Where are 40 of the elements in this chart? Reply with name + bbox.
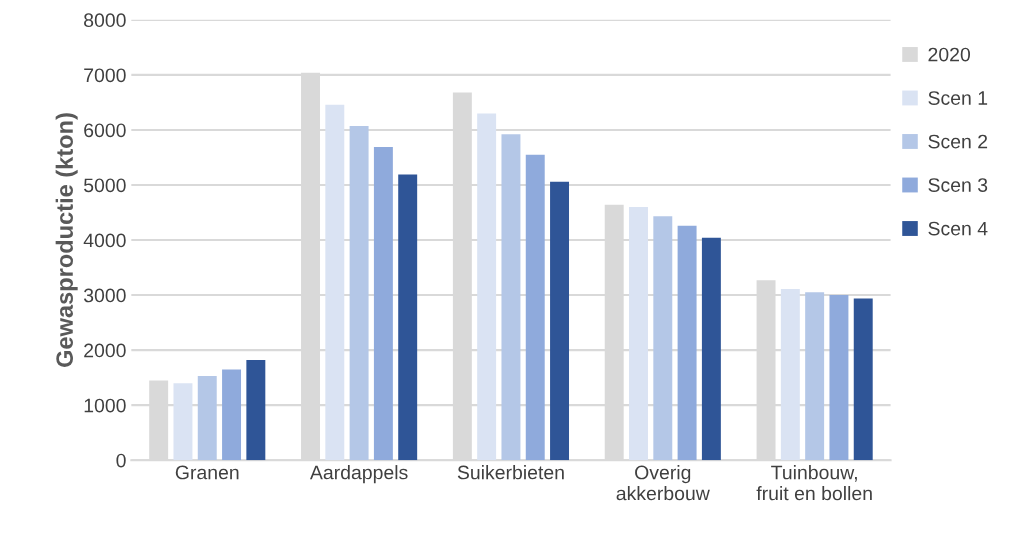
y-tick-label: 0 bbox=[116, 453, 126, 468]
y-axis-title: Gewasproductie (kton) bbox=[55, 113, 78, 367]
bar bbox=[653, 216, 673, 461]
y-tick-label: 1000 bbox=[84, 398, 126, 413]
x-tick-label: Overig akkerbouw bbox=[616, 465, 710, 501]
bar bbox=[525, 154, 545, 461]
legend-label: Scen 3 bbox=[928, 178, 988, 192]
x-tick-label: Suikerbieten bbox=[457, 465, 564, 480]
x-tick-label: Granen bbox=[175, 465, 239, 480]
bar bbox=[501, 134, 521, 461]
bar bbox=[701, 237, 721, 461]
bar bbox=[629, 207, 648, 461]
y-tick-label: 7000 bbox=[84, 68, 126, 83]
bar bbox=[677, 225, 697, 461]
y-tick-label: 3000 bbox=[83, 288, 126, 303]
legend-label: Scen 2 bbox=[928, 134, 988, 149]
y-tick-label: 2000 bbox=[84, 343, 126, 358]
bar bbox=[853, 298, 873, 461]
bar bbox=[325, 104, 345, 461]
legend-label: 2020 bbox=[928, 47, 971, 62]
legend-label: Scen 4 bbox=[928, 221, 988, 236]
y-tick-label: 4000 bbox=[83, 233, 126, 248]
bar bbox=[805, 292, 825, 461]
bar bbox=[550, 181, 570, 461]
bar bbox=[173, 383, 193, 461]
x-tick-label: Tuinbouw, fruit en bollen bbox=[756, 465, 872, 501]
bar bbox=[829, 295, 849, 461]
bar bbox=[373, 147, 393, 461]
y-tick-label: 5000 bbox=[83, 178, 126, 193]
bar bbox=[780, 289, 800, 461]
bar bbox=[222, 369, 242, 461]
y-tick-label: 8000 bbox=[84, 13, 126, 28]
bar bbox=[349, 126, 369, 461]
x-tick-label: Aardappels bbox=[309, 465, 408, 484]
y-tick-label: 6000 bbox=[84, 123, 126, 138]
bar bbox=[477, 113, 497, 461]
bar bbox=[197, 375, 217, 461]
legend-label: Scen 1 bbox=[928, 91, 988, 105]
bar bbox=[246, 360, 266, 461]
bar bbox=[398, 174, 418, 461]
